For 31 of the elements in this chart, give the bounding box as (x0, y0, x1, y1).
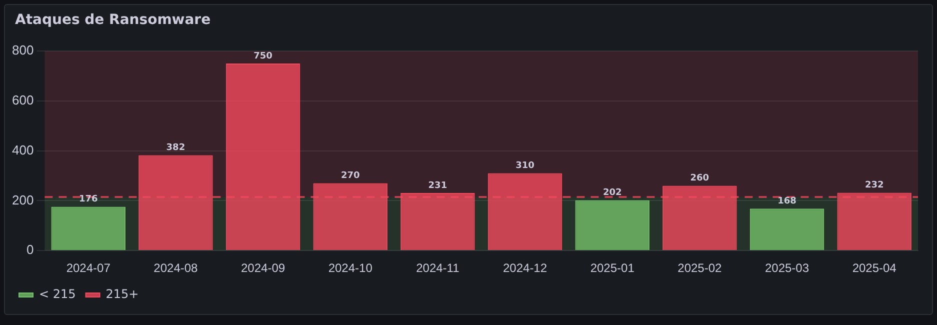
x-tick-label: 2024-08 (154, 261, 198, 276)
y-tick-label: 800 (12, 42, 34, 58)
y-tick-label: 400 (12, 142, 34, 158)
data-label: 270 (340, 171, 360, 182)
y-tick-label: 200 (12, 192, 34, 208)
data-label: 232 (864, 180, 884, 191)
bar (51, 206, 126, 250)
bar (750, 208, 824, 250)
x-tick-label: 2025-02 (678, 261, 722, 276)
legend-label: < 215 (39, 287, 76, 302)
x-tick-label: 2024-07 (66, 261, 111, 276)
y-tick-label: 600 (12, 92, 34, 108)
data-label: 202 (602, 188, 622, 198)
x-tick-label: 2024-10 (328, 261, 373, 276)
data-label: 260 (690, 174, 710, 184)
data-label: 176 (78, 194, 98, 205)
data-label: 168 (778, 196, 796, 207)
data-label: 231 (428, 180, 448, 191)
y-tick-label: 0 (26, 242, 34, 258)
data-label: 382 (166, 143, 186, 154)
x-tick-label: 2024-12 (502, 261, 548, 276)
x-tick-label: 2025-04 (852, 261, 897, 276)
bar (575, 200, 650, 250)
x-tick-label: 2025-03 (764, 261, 810, 276)
legend-label: 215+ (106, 287, 139, 302)
data-label: 310 (516, 161, 534, 172)
chart-title: Ataques de Ransomware (15, 12, 211, 28)
x-tick-label: 2024-11 (416, 261, 460, 276)
data-label: 750 (254, 51, 272, 62)
x-tick-label: 2025-01 (590, 261, 635, 276)
x-tick-label: 2024-09 (240, 261, 286, 276)
